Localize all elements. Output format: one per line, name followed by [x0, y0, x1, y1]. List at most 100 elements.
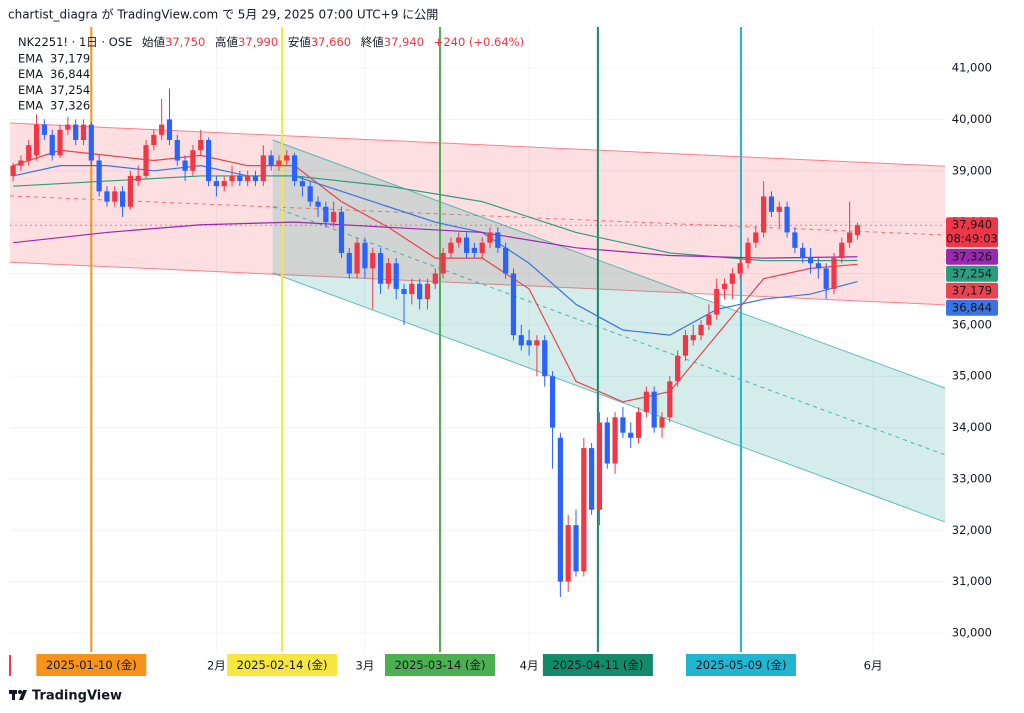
y-tick-label: 34,000	[952, 420, 992, 434]
brand-logo	[9, 690, 27, 700]
candle-body	[620, 417, 626, 433]
candle-body	[510, 273, 517, 336]
candle-body	[252, 175, 259, 182]
candle-body	[792, 232, 798, 248]
candle-body	[573, 525, 579, 572]
candle-body	[159, 124, 165, 135]
candle-body	[729, 273, 735, 284]
open-name: 始値	[142, 35, 165, 49]
legend-value: 37,254	[50, 83, 90, 97]
x-tick-label: 2月	[207, 659, 226, 673]
candle-body	[401, 288, 407, 295]
ohlc-legend: NK2251! · 1日 · OSE 始値37,750 高値37,990 安値3…	[18, 35, 524, 49]
candle-body	[73, 124, 79, 140]
marker-label: 2025-01-10 (金)	[46, 658, 137, 672]
candle-body	[463, 237, 470, 253]
candle-body	[362, 242, 368, 269]
candle-body	[542, 340, 548, 377]
marker-label-box	[36, 654, 147, 676]
ema-line	[12, 149, 858, 403]
candle-body	[612, 417, 618, 464]
candle-body	[409, 283, 415, 295]
candle-body	[589, 448, 595, 510]
candle-body	[268, 155, 274, 166]
legend-value: 37,326	[50, 99, 90, 113]
marker-label-box	[384, 654, 495, 676]
legend-name: EMA	[18, 67, 43, 81]
price-badge-label: 37,179	[952, 283, 992, 297]
candle-body	[151, 134, 157, 146]
candle-body	[323, 206, 329, 223]
price-badge	[946, 217, 998, 248]
channel-upper	[9, 122, 946, 167]
candle-body	[284, 155, 290, 161]
y-tick-label: 33,000	[952, 471, 992, 485]
candle-body	[635, 412, 642, 438]
candle-body	[338, 211, 345, 253]
y-tick-label: 40,000	[952, 112, 992, 126]
candle-body	[495, 232, 501, 248]
candle-body	[448, 242, 454, 253]
candle-body	[417, 283, 423, 300]
candle-body	[839, 242, 845, 259]
y-tick-label: 41,000	[952, 61, 992, 75]
candle-body	[440, 252, 446, 274]
publish-info: chartist_diagra が TradingView.com で 5月 2…	[8, 7, 438, 22]
candle-body	[182, 160, 188, 171]
price-badge-label: 08:49:03	[946, 232, 998, 246]
y-tick-label: 32,000	[952, 523, 992, 537]
candle-body	[119, 191, 126, 207]
ema-legend: EMA 37,179 EMA 36,844 EMA 37,254 EMA 37,326	[18, 52, 90, 113]
marker-label-box	[685, 654, 796, 676]
candle-body	[393, 263, 399, 289]
marker-label: 2025-02-14 (金)	[237, 658, 328, 672]
candle-body	[299, 181, 305, 187]
candle-body	[331, 211, 337, 223]
price-badge	[946, 248, 998, 265]
candle-body	[432, 273, 438, 284]
candle-body	[291, 155, 298, 182]
candle-body	[112, 191, 118, 202]
plot-area	[9, 27, 946, 652]
candle-body	[96, 160, 102, 192]
channel-lower	[9, 261, 946, 306]
candle-body	[557, 437, 563, 582]
y-tick-label: 36,000	[952, 317, 992, 331]
candle-body	[221, 181, 227, 187]
legend-name: EMA	[18, 52, 43, 66]
marker-label: 2025-03-14 (金)	[394, 658, 485, 672]
candle-body	[424, 283, 431, 300]
candle-body	[721, 283, 728, 289]
candle-body	[784, 206, 790, 233]
candle-body	[370, 252, 376, 269]
candle-body	[198, 139, 204, 151]
candle-body	[565, 525, 571, 582]
candle-body	[628, 432, 634, 438]
candle-body	[346, 252, 352, 274]
channel-lower	[272, 272, 946, 523]
candle-body	[807, 258, 814, 264]
candle-body	[714, 288, 720, 315]
candle-body	[377, 252, 384, 284]
close-name: 終値	[361, 35, 384, 49]
open-value: 37,750	[165, 35, 205, 49]
candle-body	[104, 191, 110, 202]
x-tick-label: 6月	[864, 659, 883, 673]
high-value: 37,990	[238, 35, 278, 49]
candle-body	[229, 175, 235, 182]
candle-body	[518, 335, 524, 346]
candle-body	[276, 160, 282, 166]
candle-body	[823, 268, 829, 289]
candle-body	[49, 134, 55, 156]
candle-body	[690, 335, 696, 341]
x-tick-label: 3月	[356, 659, 375, 673]
high-name: 高値	[215, 35, 238, 49]
y-tick-label: 35,000	[952, 369, 992, 383]
candle-body	[456, 237, 462, 243]
candle-body	[753, 232, 759, 243]
x-tick-label: 4月	[520, 659, 539, 673]
symbol: NK2251! · 1日 · OSE	[18, 35, 132, 49]
candle-body	[800, 247, 806, 259]
candle-body	[33, 124, 40, 156]
